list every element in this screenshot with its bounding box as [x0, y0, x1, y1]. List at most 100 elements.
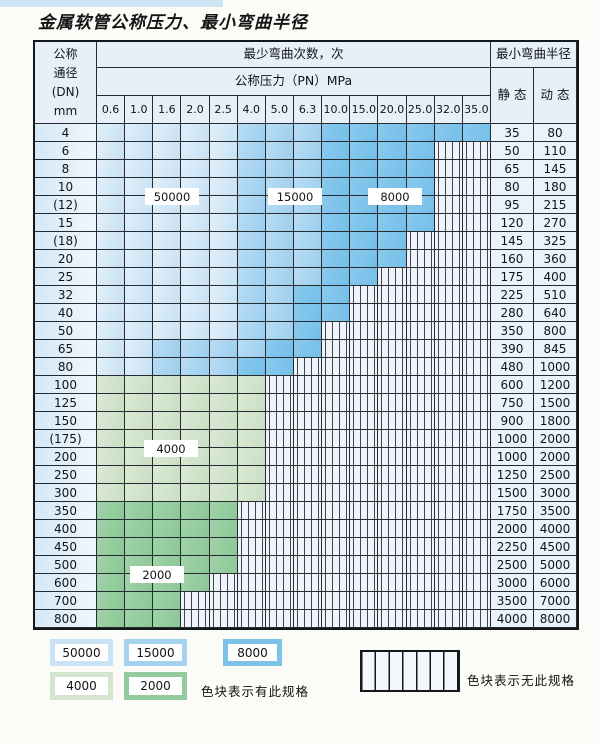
spec-cell — [434, 502, 463, 520]
spec-cell — [153, 214, 182, 232]
spec-cell — [209, 412, 238, 430]
spec-cell — [462, 466, 491, 484]
dynamic-radius-value: 270 — [533, 214, 577, 232]
spec-cell — [125, 502, 154, 520]
spec-cell — [153, 412, 182, 430]
spec-cell — [97, 250, 126, 268]
spec-cell — [293, 268, 323, 286]
spec-cell — [406, 556, 435, 574]
spec-cell — [350, 466, 379, 484]
spec-cell — [209, 124, 238, 142]
spec-cell — [265, 412, 294, 430]
spec-cell — [462, 304, 491, 322]
spec-cell — [209, 250, 238, 268]
static-radius-value: 390 — [490, 340, 534, 358]
spec-cell — [237, 448, 266, 466]
spec-cell — [153, 142, 182, 160]
static-radius-value: 2000 — [490, 520, 534, 538]
spec-cell — [293, 286, 323, 304]
spec-cell — [209, 340, 238, 358]
dn-row-label: 4 — [35, 124, 97, 142]
spec-cell — [462, 520, 491, 538]
dn-row-label: 32 — [35, 286, 97, 304]
spec-cell — [209, 178, 238, 196]
spec-cell — [350, 394, 379, 412]
spec-cell — [181, 142, 210, 160]
spec-cell — [462, 340, 491, 358]
spec-cell — [322, 304, 351, 322]
spec-cell — [322, 160, 351, 178]
spec-cell — [125, 268, 154, 286]
spec-cell — [153, 304, 182, 322]
spec-cell — [350, 484, 379, 502]
spec-cell — [350, 214, 379, 232]
static-radius-value: 120 — [490, 214, 534, 232]
spec-cell — [265, 358, 294, 376]
dn-row-label: 150 — [35, 412, 97, 430]
spec-cell — [434, 286, 463, 304]
spec-cell — [293, 376, 323, 394]
spec-cell — [462, 268, 491, 286]
dn-row-label: 40 — [35, 304, 97, 322]
spec-cell — [237, 502, 266, 520]
spec-cell — [322, 394, 351, 412]
spec-cell — [125, 538, 154, 556]
spec-cell — [97, 610, 126, 628]
spec-cell — [322, 196, 351, 214]
spec-cell — [265, 466, 294, 484]
spec-cell — [462, 124, 491, 142]
spec-cell — [125, 592, 154, 610]
spec-cell — [237, 160, 266, 178]
top-accent-bar — [0, 0, 223, 7]
spec-cell — [434, 592, 463, 610]
spec-cell — [181, 412, 210, 430]
spec-cell — [209, 448, 238, 466]
spec-cell — [322, 412, 351, 430]
spec-cell — [322, 430, 351, 448]
spec-cell — [125, 232, 154, 250]
spec-cell — [293, 556, 323, 574]
spec-cell — [378, 466, 407, 484]
dynamic-radius-value: 1200 — [533, 376, 577, 394]
spec-cell — [322, 340, 351, 358]
spec-cell — [237, 538, 266, 556]
spec-cell — [462, 556, 491, 574]
spec-cell — [462, 394, 491, 412]
spec-cell — [237, 322, 266, 340]
dynamic-radius-value: 5000 — [533, 556, 577, 574]
spec-cell — [97, 340, 126, 358]
dynamic-radius-value: 400 — [533, 268, 577, 286]
spec-cell — [406, 268, 435, 286]
spec-cell — [434, 358, 463, 376]
spec-cell — [153, 286, 182, 304]
static-radius-value: 160 — [490, 250, 534, 268]
spec-cell — [97, 484, 126, 502]
spec-cell — [181, 304, 210, 322]
legend-swatch-50000: 50000 — [50, 639, 113, 666]
spec-cell — [181, 610, 210, 628]
spec-cell — [265, 556, 294, 574]
cycles-label-2000: 2000 — [130, 566, 184, 583]
spec-cell — [209, 466, 238, 484]
dn-row-label: 200 — [35, 448, 97, 466]
spec-cell — [322, 268, 351, 286]
spec-cell — [181, 466, 210, 484]
dynamic-radius-value: 1800 — [533, 412, 577, 430]
spec-cell — [378, 610, 407, 628]
pressure-col-header: 2.0 — [181, 96, 210, 124]
spec-cell — [209, 286, 238, 304]
spec-cell — [265, 214, 294, 232]
spec-cell — [153, 250, 182, 268]
bend-cycles-header: 最少弯曲次数，次 — [97, 42, 491, 68]
spec-cell — [209, 610, 238, 628]
spec-cell — [378, 592, 407, 610]
spec-cell — [406, 466, 435, 484]
spec-cell — [265, 268, 294, 286]
spec-cell — [181, 232, 210, 250]
legend-no-spec-text: 色块表示无此规格 — [467, 673, 576, 688]
dn-header-line: 通径 — [53, 65, 78, 80]
legend-swatch-label: 15000 — [129, 644, 182, 661]
dn-header-line: 公称 — [53, 46, 78, 61]
dn-row-label: 350 — [35, 502, 97, 520]
static-radius-value: 50 — [490, 142, 534, 160]
